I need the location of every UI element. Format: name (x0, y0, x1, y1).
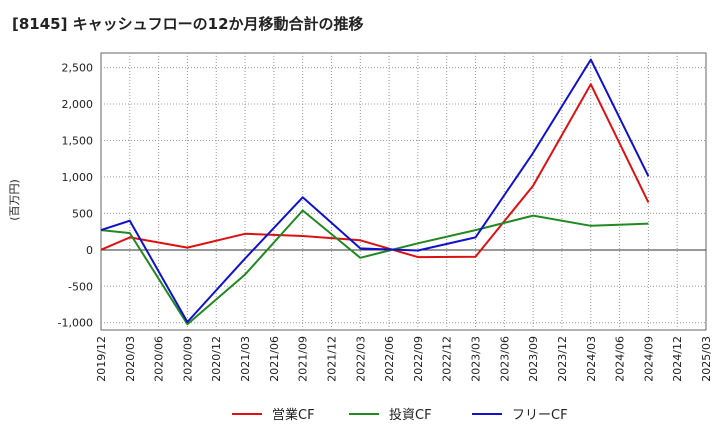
x-tick-label: 2024/12 (671, 336, 684, 382)
x-tick-label: 2021/06 (268, 336, 281, 382)
series-line (100, 209, 649, 326)
x-tick-label: 2023/12 (556, 336, 569, 382)
series-lines (100, 58, 650, 326)
y-tick-label: 2,000 (62, 98, 94, 111)
x-tick-label: 2023/06 (498, 336, 511, 382)
y-tick-label: 2,500 (62, 62, 94, 75)
series-line (100, 58, 650, 323)
y-tick-label: -1,000 (58, 317, 93, 330)
series-line (100, 83, 650, 259)
legend: 営業CF 投資CF フリーCF (232, 407, 568, 423)
x-tick-label: 2020/06 (153, 336, 166, 382)
x-tick-label: 2024/03 (585, 336, 598, 382)
x-tick-label: 2021/03 (239, 336, 252, 382)
y-tick-label: -500 (68, 280, 93, 293)
x-tick-label: 2022/09 (412, 336, 425, 382)
x-tick-label: 2024/09 (642, 336, 655, 382)
y-tick-label: 1,500 (62, 134, 94, 147)
y-tick-label: 1,000 (62, 171, 94, 184)
x-tick-label: 2022/03 (354, 336, 367, 382)
y-tick-labels: 2,500 2,000 1,500 1,000 500 0 -500 -1,000 (58, 62, 93, 330)
x-tick-label: 2023/03 (470, 336, 483, 382)
legend-label: 営業CF (272, 407, 315, 423)
legend-label: フリーCF (512, 408, 568, 423)
x-tick-label: 2021/09 (297, 336, 310, 382)
x-tick-label: 2021/12 (325, 336, 338, 382)
x-tick-label: 2020/09 (181, 336, 194, 382)
plot-area (100, 52, 707, 331)
legend-label: 投資CF (389, 407, 432, 423)
x-tick-label: 2024/06 (614, 336, 627, 382)
x-tick-label: 2022/12 (441, 336, 454, 382)
y-tick-label: 500 (72, 207, 93, 220)
grid (101, 53, 706, 330)
x-tick-label: 2022/06 (383, 336, 396, 382)
x-tick-label: 2020/03 (124, 336, 137, 382)
x-tick-labels: 2019/12 2020/03 2020/06 2020/09 2020/12 2021/… (95, 336, 713, 382)
x-tick-label: 2025/03 (700, 336, 713, 382)
x-tick-label: 2020/12 (210, 336, 223, 382)
y-tick-label: 0 (86, 244, 93, 257)
x-tick-label: 2023/09 (527, 336, 540, 382)
x-tick-label: 2019/12 (95, 336, 108, 382)
chart-title: [8145] キャッシュフローの12か月移動合計の推移 (12, 15, 364, 33)
y-axis-label: (百万円) (8, 179, 21, 221)
